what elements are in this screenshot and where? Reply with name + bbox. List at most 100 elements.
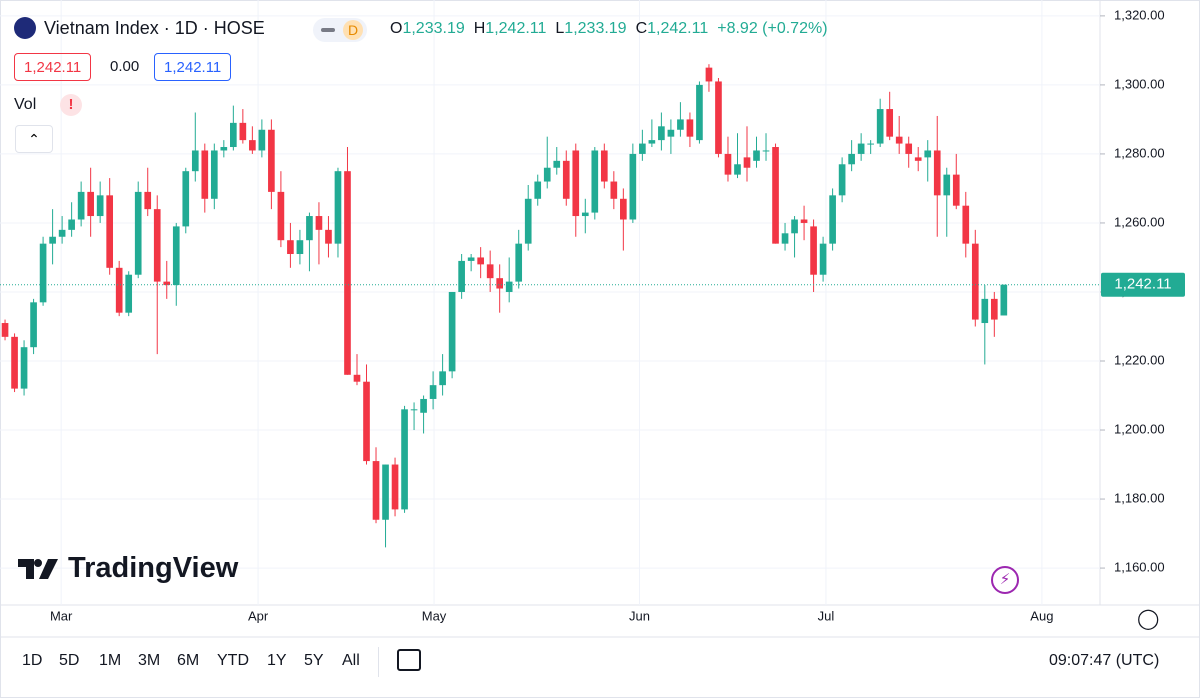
candle-body [420,398,427,413]
candle-body [467,257,475,261]
candle-body [1000,284,1008,316]
settings-icon[interactable]: ◯ [1137,608,1160,630]
candle-body [115,267,123,313]
range-button[interactable]: 1Y [267,652,287,669]
candle-body [220,147,228,151]
candle-body [410,409,418,411]
range-button[interactable]: All [342,652,360,669]
status-pill[interactable]: D [313,18,367,42]
y-tick-label: 1,200.00 [1114,421,1165,436]
collapse-button[interactable]: ⌃ [15,125,53,153]
candle-body [867,143,874,145]
candle-body [620,198,627,220]
candle-body [753,150,760,161]
candle-body [639,143,646,154]
alert-icon[interactable]: ⚡ [991,566,1019,594]
range-button[interactable]: YTD [217,652,249,669]
candle-body [658,126,665,141]
candle-body [743,157,751,168]
range-button[interactable]: 5D [59,652,80,669]
date-range-icon[interactable] [397,649,421,671]
candle-body [258,129,266,151]
bid[interactable]: 1,242.11 [14,53,92,81]
candle-body [648,140,656,144]
candle-body [591,150,599,213]
ohlc-value: 1,242.11 [647,20,709,37]
candle-body [848,153,855,165]
candle-body [486,264,494,279]
warning[interactable]: ! [60,94,82,116]
range-button[interactable]: 1M [99,652,122,669]
candle-body [401,409,408,510]
x-tick-label: May [422,608,447,623]
x-tick-label: Jul [818,608,835,623]
range-button[interactable]: 1D [22,652,43,669]
candle-body [249,140,256,151]
candle-body [696,84,703,141]
candle-body [990,298,998,320]
candle-body [762,150,770,152]
candle-body [96,195,104,217]
candle-body [810,226,817,275]
spread: 0.00 [110,58,140,75]
candle-body [210,150,218,199]
candle-body [77,191,85,220]
y-tick-label: 1,260.00 [1114,214,1165,229]
candle-body [857,143,865,154]
range-button[interactable]: 6M [177,652,200,669]
candle-body [924,150,932,158]
candle-body [981,298,989,324]
x-tick-label: Jun [629,608,650,623]
ohlc-key: L [555,20,565,37]
candle-body [182,171,190,227]
ask[interactable]: 1,242.11 [154,53,232,81]
candle-body [325,229,332,244]
candle-body [230,122,237,148]
candle-body [68,219,75,230]
y-tick-label: 1,300.00 [1114,76,1165,91]
symbol-title: Vietnam Index · 1D · HOSE [44,17,265,38]
candle-body [943,174,951,196]
candle-body [125,274,133,313]
candle-body [1,323,9,337]
range-button[interactable]: 3M [138,652,161,669]
candle-body [334,171,342,244]
candle-body [153,209,161,282]
symbol[interactable]: Vietnam Index · 1D · HOSE [14,17,265,39]
vol-label: Vol [14,96,37,113]
candle-body [905,143,913,154]
candle-body [505,281,513,292]
brand: TradingView [18,552,238,585]
candle-body [562,160,570,199]
x-tick-label: Aug [1030,608,1053,623]
candle-body [829,195,836,244]
price-label: 1,242.11 [1114,276,1171,293]
candle-body [791,219,798,234]
brand-name: TradingView [68,552,239,584]
candle-body [724,153,732,175]
range-button[interactable]: 5Y [304,652,324,669]
candle-body [553,160,561,168]
candle-body [686,119,694,137]
candle-body [705,67,713,82]
ohlc-key: O [390,20,403,37]
candle-body [543,167,551,182]
ohlc-key: H [473,20,486,37]
candle-body [87,191,94,217]
candle-body [800,219,808,223]
separator [378,647,379,677]
candle-body [667,129,675,137]
badge: D [343,20,363,40]
candle-body [30,302,37,348]
candle-body [734,164,741,175]
ohlc-key: C [635,20,648,37]
ohlc-value: 1,233.19 [402,20,465,37]
candle-body [629,153,637,220]
clock[interactable]: 09:07:47 (UTC) [1049,652,1160,669]
x-tick-label: Mar [50,608,73,623]
candle-body [600,150,608,182]
candle-body [363,381,370,462]
